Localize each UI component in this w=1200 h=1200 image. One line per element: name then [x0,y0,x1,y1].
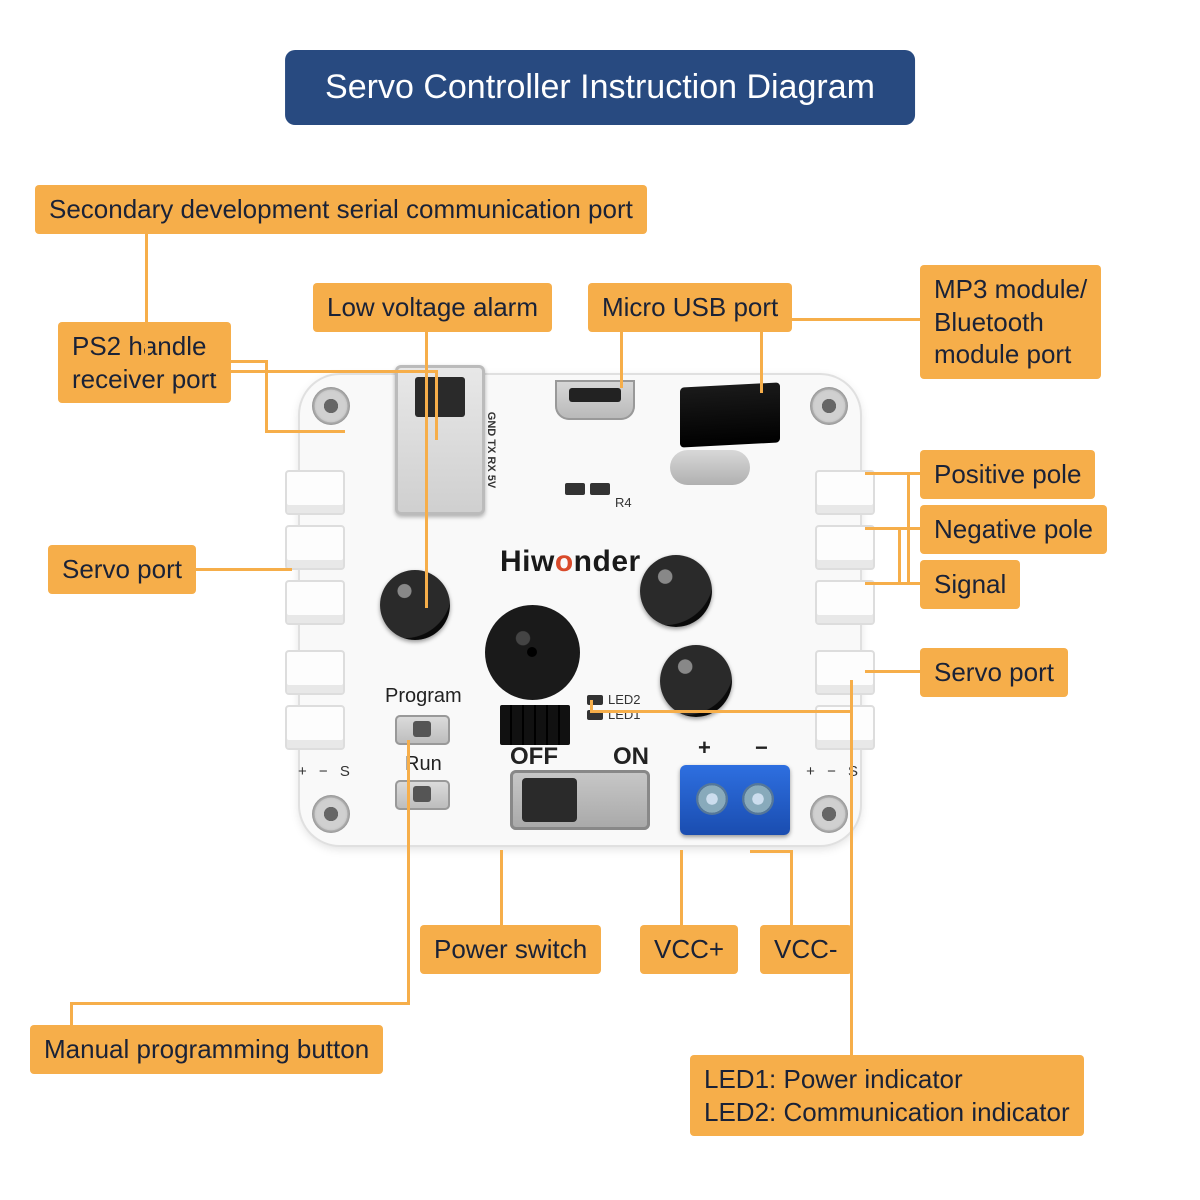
leader-line [865,670,920,673]
leader-line [407,740,410,1002]
pin-header-icon [500,705,570,745]
leader-line [70,1002,73,1027]
leader-line [790,850,793,925]
mount-hole-icon [312,387,350,425]
leader-line [865,582,920,585]
label-manual-prog: Manual programming button [30,1025,383,1074]
micro-usb-port-icon [555,380,635,420]
servo-jst-icon [815,580,875,625]
buzzer-icon [485,605,580,700]
label-mp3-bt: MP3 module/ Bluetooth module port [920,265,1101,379]
leader-line [590,710,850,713]
label-vcc-plus: VCC+ [640,925,738,974]
silk-program: Program [385,685,462,708]
silk-led2: LED2 [608,692,641,707]
silk-off: OFF [510,743,558,771]
crystal-oscillator-icon [670,450,750,485]
leader-line [865,472,920,475]
mp3-bt-header-icon [680,382,780,447]
leader-line [425,328,428,608]
brand-suffix: nder [574,545,641,578]
label-vcc-minus: VCC- [760,925,852,974]
label-power-switch: Power switch [420,925,601,974]
leader-line [898,527,901,582]
leader-line [760,318,763,393]
leader-line [760,318,920,321]
servo-jst-icon [815,525,875,570]
label-servo-right: Servo port [920,648,1068,697]
leader-line [145,232,148,372]
silk-pms-right: + − S [806,763,862,780]
label-led-info: LED1: Power indicator LED2: Communicatio… [690,1055,1084,1136]
smd-icon [565,483,585,495]
servo-jst-icon [285,705,345,750]
usb-a-port-icon [395,365,485,515]
silk-serial-pins: GND TX RX 5V [490,403,504,421]
label-signal: Signal [920,560,1020,609]
label-positive-pole: Positive pole [920,450,1095,499]
brand-accent: o [555,545,574,578]
power-terminal-block-icon [680,765,790,835]
servo-jst-icon [285,650,345,695]
leader-line [590,700,593,712]
run-tact-button-icon [395,780,450,810]
leader-line [265,430,345,433]
leader-line [500,850,503,925]
silk-minus: − [755,735,768,761]
mount-hole-icon [312,795,350,833]
servo-jst-icon [285,580,345,625]
leader-line [907,472,910,582]
program-tact-button-icon [395,715,450,745]
diagram-title: Servo Controller Instruction Diagram [285,50,915,125]
servo-jst-icon [285,525,345,570]
capacitor-icon [640,555,712,627]
leader-line [70,1002,410,1005]
label-low-voltage: Low voltage alarm [313,283,552,332]
smd-icon [590,483,610,495]
silk-plus: + [698,735,711,761]
leader-line [218,360,268,363]
power-slide-switch-icon [510,770,650,830]
silk-on: ON [613,743,649,771]
capacitor-icon [380,570,450,640]
silk-run: Run [405,753,442,776]
leader-line [750,850,792,853]
servo-jst-icon [285,470,345,515]
leader-line [620,328,623,388]
silk-pms-left: + − S [298,763,354,780]
leader-line [865,527,920,530]
label-negative-pole: Negative pole [920,505,1107,554]
brand-logo: Hiwonder [500,545,641,579]
pcb-board: Hiwonder + − S + − S Program Run OFF ON … [300,375,860,845]
leader-line [192,568,292,571]
leader-line [265,360,268,430]
brand-prefix: Hiw [500,545,555,578]
leader-line [850,680,853,1055]
capacitor-icon [660,645,732,717]
mount-hole-icon [810,795,848,833]
label-servo-left: Servo port [48,545,196,594]
servo-jst-icon [815,470,875,515]
label-secondary-serial: Secondary development serial communicati… [35,185,647,234]
leader-line [145,370,435,373]
leader-line [680,850,683,925]
leader-line [435,370,438,440]
silk-r4: R4 [615,495,632,510]
mount-hole-icon [810,387,848,425]
